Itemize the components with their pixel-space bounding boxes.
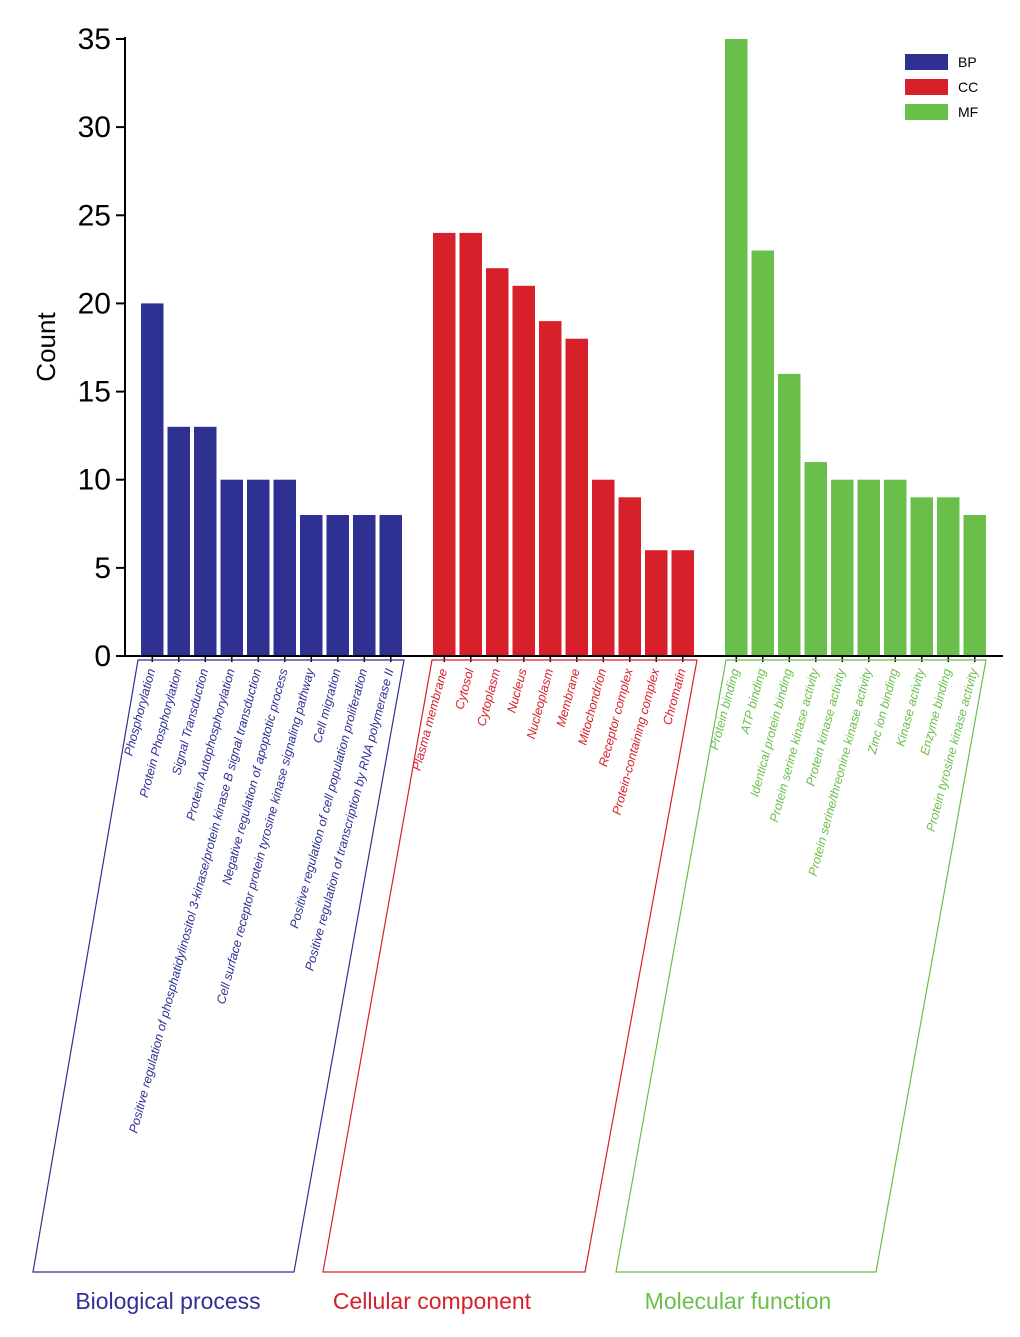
- legend-swatch-mf: [905, 104, 948, 120]
- group-title-mf: Molecular function: [645, 1288, 832, 1314]
- bracket-bp: [32, 659, 405, 1273]
- axes: 0 5 10 15 20 25 30 35 Count: [31, 23, 1003, 673]
- bar-cc-3: [486, 268, 509, 656]
- bar-cc-9: [645, 550, 668, 656]
- bar-mf-7: [884, 479, 907, 656]
- category-label-cc-6: Membrane: [554, 667, 583, 728]
- bar-bp-9: [353, 515, 376, 656]
- y-tick-label: 30: [78, 111, 111, 144]
- category-label-cc-5: Nucleoplasm: [524, 667, 556, 740]
- bar-bp-6: [273, 479, 296, 656]
- bar-cc-4: [512, 285, 535, 656]
- bar-cc-6: [565, 338, 588, 656]
- bar-cc-1: [433, 232, 456, 656]
- bar-mf-2: [751, 250, 774, 656]
- bar-bp-8: [326, 515, 349, 656]
- bar-mf-9: [937, 497, 960, 656]
- y-tick-label: 25: [78, 199, 111, 232]
- bar-cc-5: [539, 321, 562, 656]
- legend-swatch-bp: [905, 54, 948, 70]
- bar-mf-10: [963, 515, 986, 656]
- bar-bp-10: [379, 515, 402, 656]
- bar-bp-4: [220, 479, 243, 656]
- bar-mf-3: [778, 373, 801, 656]
- legend-label-bp: BP: [958, 54, 977, 70]
- bar-bp-3: [194, 426, 217, 656]
- bar-bp-7: [300, 515, 323, 656]
- bar-mf-8: [910, 497, 933, 656]
- category-label-mf-2: ATP binding: [738, 667, 769, 736]
- bracket-mf: [615, 659, 987, 1273]
- category-label-cc-10: Chromatin: [660, 667, 688, 726]
- y-tick-label: 15: [78, 376, 111, 409]
- bar-cc-10: [671, 550, 694, 656]
- bar-mf-1: [725, 39, 748, 656]
- bar-bp-1: [141, 303, 164, 656]
- bar-mf-5: [831, 479, 854, 656]
- legend-label-mf: MF: [958, 104, 978, 120]
- group-title-bp: Biological process: [75, 1288, 260, 1314]
- category-label-cc-2: Cytosol: [452, 666, 477, 711]
- category-label-cc-3: Cytoplasm: [474, 667, 503, 728]
- bar-cc-2: [459, 232, 482, 656]
- legend: BP CC MF: [905, 54, 978, 120]
- y-tick-label: 10: [78, 464, 111, 497]
- bar-bp-5: [247, 479, 270, 656]
- bar-mf-4: [804, 462, 827, 656]
- bar-mf-6: [857, 479, 880, 656]
- bar-cc-8: [618, 497, 641, 656]
- bars-layer: [141, 39, 986, 656]
- bar-cc-7: [592, 479, 615, 656]
- bracket-cc: [322, 659, 698, 1273]
- category-label-cc-4: Nucleus: [504, 667, 529, 714]
- group-title-cc: Cellular component: [333, 1288, 532, 1314]
- category-label-cc-1: Plasma membrane: [410, 667, 451, 772]
- y-tick-label: 20: [78, 287, 111, 320]
- legend-label-cc: CC: [958, 79, 978, 95]
- bar-bp-2: [167, 426, 190, 656]
- y-axis-title: Count: [31, 312, 61, 382]
- group-brackets: Biological process Cellular component Mole…: [32, 659, 987, 1314]
- y-tick-label: 0: [94, 640, 111, 673]
- legend-swatch-cc: [905, 79, 948, 95]
- y-tick-label: 5: [94, 552, 111, 585]
- y-tick-label: 35: [78, 23, 111, 56]
